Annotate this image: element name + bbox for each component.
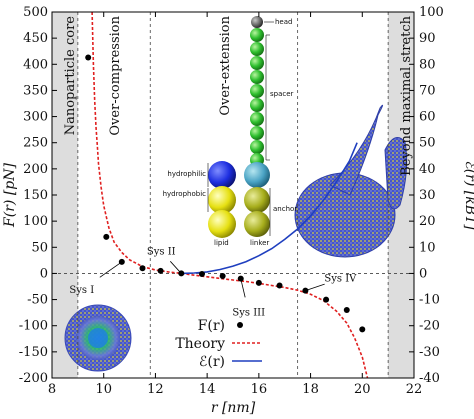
molecule-illustration (207, 16, 274, 238)
x-tick-label: 22 (406, 382, 423, 397)
sys-annotation-arrow (305, 283, 325, 292)
molecule-label-lipid: lipid (214, 239, 229, 247)
molecule-label-linker: linker (250, 239, 269, 247)
nanoparticle-illustration (64, 304, 132, 372)
y-right-tick-label: 60 (419, 110, 436, 125)
y-right-tick-label: 80 (419, 57, 436, 72)
y-left-tick-label: 50 (31, 240, 48, 255)
legend-marker-force (237, 322, 243, 328)
plot-frame (51, 11, 415, 379)
molecule-label-hydrophobic: hydrophobic (163, 190, 207, 198)
x-tick-label: 20 (354, 382, 371, 397)
x-axis-label: r [nm] (211, 400, 256, 416)
x-tick-label: 8 (48, 382, 56, 397)
y-right-tick-label: -10 (419, 293, 440, 308)
y-left-tick-label: 150 (23, 188, 48, 203)
force-data-point (255, 279, 262, 286)
x-tick-label: 18 (302, 382, 319, 397)
y-left-tick-label: 350 (23, 83, 48, 98)
molecule-label-hydrophilic: hydrophilic (167, 170, 206, 178)
y-right-tick-label: 100 (419, 5, 444, 20)
energy-curve (181, 142, 358, 275)
sys-annotation-arrow (169, 261, 182, 274)
y-left-tick-label: 200 (23, 162, 48, 177)
force-data-point (323, 296, 330, 303)
force-data-point (157, 267, 164, 274)
y-left-tick-label: -200 (19, 371, 48, 386)
y-left-tick-label: 450 (23, 31, 48, 46)
region-label-over-extension: Over-extension (218, 15, 233, 115)
force-data-point (198, 270, 205, 277)
legend: F(r) Theory ℰ(r) (175, 318, 262, 370)
y-right-tick-label: 30 (419, 188, 436, 203)
molecule-label-head: head (275, 18, 292, 26)
y-left-tick-label: -150 (19, 345, 48, 360)
force-data-point (343, 307, 350, 314)
sys-annotation-label: Sys III (232, 308, 265, 319)
legend-label-energy: ℰ(r) (199, 354, 225, 370)
x-tick-label: 14 (199, 382, 216, 397)
molecule-label-anchor: anchor (273, 205, 297, 213)
sys-annotation-label: Sys IV (324, 274, 357, 285)
y-left-tick-label: 300 (23, 110, 48, 125)
y-left-tick-label: 500 (23, 5, 48, 20)
left-y-axis-label: F(r) [pN] (2, 163, 18, 228)
legend-label-force: F(r) (198, 318, 225, 334)
y-right-tick-label: 50 (419, 136, 436, 151)
y-right-tick-label: 70 (419, 83, 436, 98)
y-right-tick-label: 90 (419, 31, 436, 46)
region-label-over-compression: Over-compression (108, 15, 123, 135)
sys-annotation-label: Sys II (147, 246, 176, 257)
y-right-tick-label: -30 (419, 345, 440, 360)
force-data-point (219, 273, 226, 280)
x-tick-label: 10 (95, 382, 112, 397)
x-tick-label: 16 (251, 382, 268, 397)
right-y-axis-label: ℰ(r) [kBT] (462, 160, 474, 230)
y-left-tick-label: 0 (40, 266, 48, 281)
force-data-point (359, 326, 366, 333)
region-label-nanoparticle-core: Nanoparticle core (63, 16, 78, 136)
molecule-label-spacer: spacer (270, 90, 294, 98)
theory-curve (91, 11, 369, 379)
sys-annotation-arrow (99, 261, 123, 278)
y-right-tick-label: 10 (419, 240, 436, 255)
y-left-tick-label: 400 (23, 57, 48, 72)
y-left-tick-label: 250 (23, 136, 48, 151)
force-data-point (103, 233, 110, 240)
sys-annotation-arrow (240, 278, 246, 298)
y-right-tick-label: -20 (419, 319, 440, 334)
force-data-point (85, 54, 92, 61)
x-tick-label: 12 (147, 382, 164, 397)
y-right-tick-label: 0 (419, 266, 427, 281)
y-left-tick-label: -100 (19, 319, 48, 334)
y-right-tick-label: 20 (419, 214, 436, 229)
y-right-tick-label: -40 (419, 371, 440, 386)
force-data-point (276, 282, 283, 289)
y-left-tick-label: 100 (23, 214, 48, 229)
legend-label-theory: Theory (175, 336, 225, 352)
sys-annotation-label: Sys I (69, 285, 94, 296)
y-right-tick-label: 40 (419, 162, 436, 177)
force-data-point (139, 265, 146, 272)
region-label-beyond-maximal-stretch: Beyond maximal stretch (399, 15, 414, 175)
y-left-tick-label: -50 (27, 293, 48, 308)
